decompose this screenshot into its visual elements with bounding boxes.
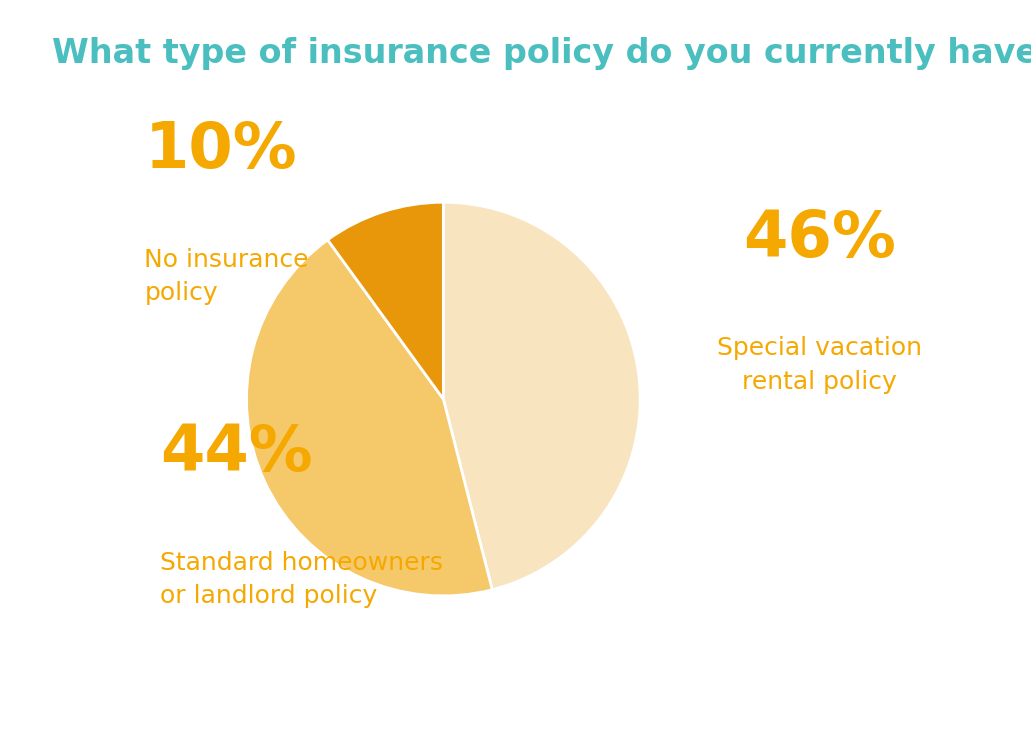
Wedge shape: [443, 202, 640, 590]
Text: Standard homeowners
or landlord policy: Standard homeowners or landlord policy: [160, 551, 442, 608]
Wedge shape: [328, 202, 443, 399]
Text: 44%: 44%: [160, 422, 312, 484]
Text: 10%: 10%: [144, 119, 297, 181]
Text: 46%: 46%: [743, 208, 896, 270]
Text: What type of insurance policy do you currently have?: What type of insurance policy do you cur…: [52, 37, 1031, 70]
Wedge shape: [246, 240, 492, 596]
Text: Special vacation
rental policy: Special vacation rental policy: [718, 336, 922, 394]
Text: No insurance
policy: No insurance policy: [144, 248, 309, 305]
